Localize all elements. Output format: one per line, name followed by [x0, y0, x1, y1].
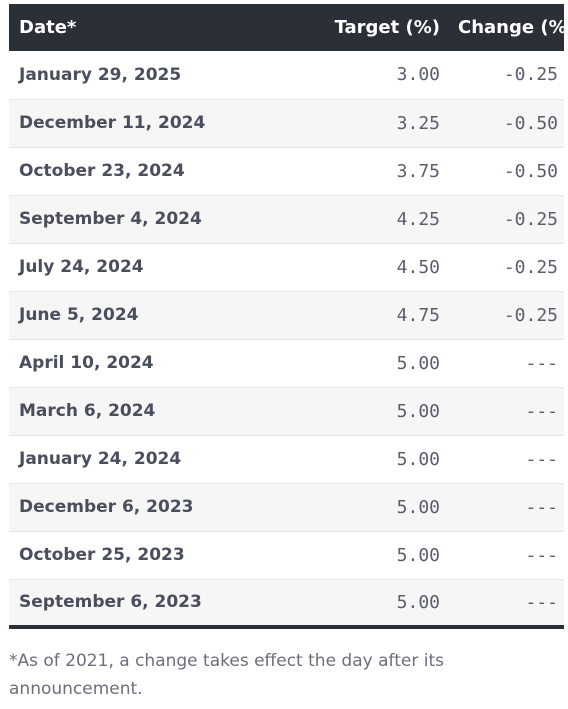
cell-change: ---	[525, 400, 558, 422]
cell-date: July 24, 2024	[19, 257, 144, 277]
rate-table-container: Date* Target (%) Change (%) January 29, …	[9, 4, 568, 629]
table-row: September 4, 2024 4.25 -0.25	[9, 195, 564, 243]
cell-target: 5.00	[396, 400, 440, 422]
table-row: December 6, 2023 5.00 ---	[9, 483, 564, 531]
header-target: Target (%)	[334, 17, 440, 38]
header-date: Date*	[19, 17, 77, 38]
cell-change: -0.50	[503, 112, 558, 134]
cell-target: 4.50	[396, 256, 440, 278]
cell-date: April 10, 2024	[19, 353, 154, 373]
cell-target: 4.75	[396, 304, 440, 326]
cell-target: 5.00	[396, 352, 440, 374]
cell-target: 4.25	[396, 208, 440, 230]
table-row: January 29, 2025 3.00 -0.25	[9, 51, 564, 99]
table-row: October 25, 2023 5.00 ---	[9, 531, 564, 579]
cell-change: -0.50	[503, 160, 558, 182]
cell-target: 5.00	[396, 591, 440, 613]
cell-date: December 6, 2023	[19, 497, 194, 517]
table-row: March 6, 2024 5.00 ---	[9, 387, 564, 435]
cell-date: October 23, 2024	[19, 161, 185, 181]
table-row: January 24, 2024 5.00 ---	[9, 435, 564, 483]
cell-target: 3.25	[396, 112, 440, 134]
table-row: September 6, 2023 5.00 ---	[9, 579, 564, 627]
table-row: April 10, 2024 5.00 ---	[9, 339, 564, 387]
cell-target: 5.00	[396, 496, 440, 518]
cell-target: 3.75	[396, 160, 440, 182]
cell-change: -0.25	[503, 208, 558, 230]
table-body: January 29, 2025 3.00 -0.25 December 11, 20…	[9, 51, 564, 627]
table-header: Date* Target (%) Change (%)	[9, 4, 568, 51]
cell-date: June 5, 2024	[19, 305, 139, 325]
footnote: *As of 2021, a change takes effect the d…	[9, 651, 444, 699]
table-row: October 23, 2024 3.75 -0.50	[9, 147, 564, 195]
cell-change: ---	[525, 352, 558, 374]
cell-date: September 4, 2024	[19, 209, 202, 229]
rate-table: Date* Target (%) Change (%) January 29, …	[9, 4, 568, 629]
cell-date: January 24, 2024	[19, 449, 182, 469]
cell-date: October 25, 2023	[19, 545, 185, 565]
cell-change: -0.25	[503, 256, 558, 278]
table-row: December 11, 2024 3.25 -0.50	[9, 99, 564, 147]
cell-change: ---	[525, 591, 558, 613]
header-change: Change (%)	[458, 17, 568, 38]
cell-target: 5.00	[396, 544, 440, 566]
cell-date: December 11, 2024	[19, 113, 206, 133]
cell-date: January 29, 2025	[19, 64, 182, 85]
cell-change: -0.25	[503, 304, 558, 326]
table-row: June 5, 2024 4.75 -0.25	[9, 291, 564, 339]
cell-change: ---	[525, 544, 558, 566]
cell-date: March 6, 2024	[19, 401, 156, 421]
header-row: Date* Target (%) Change (%)	[9, 4, 568, 51]
cell-target: 5.00	[396, 448, 440, 470]
cell-change: -0.25	[503, 64, 558, 86]
table-row: July 24, 2024 4.50 -0.25	[9, 243, 564, 291]
cell-date: September 6, 2023	[19, 592, 202, 613]
cell-change: ---	[525, 496, 558, 518]
cell-change: ---	[525, 448, 558, 470]
cell-target: 3.00	[396, 64, 440, 86]
